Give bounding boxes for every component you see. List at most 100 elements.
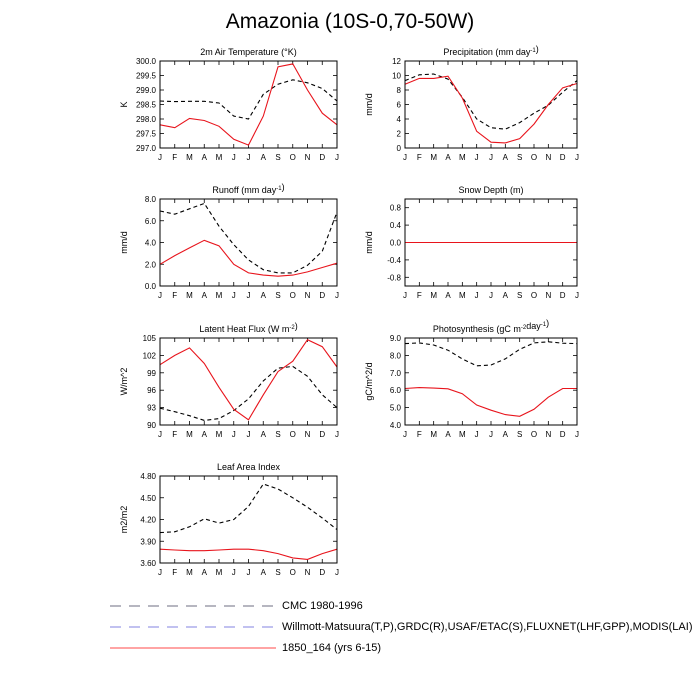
month-label: J [232, 153, 236, 162]
plot-frame [159, 337, 338, 426]
y-axis-label: mm/d [364, 231, 374, 254]
y-tick-label: 300.0 [136, 57, 157, 66]
panel-photosynthesis: Photosynthesis (gC m-2day-1) gC/m^2/d 4.0 5… [364, 318, 579, 439]
month-label: F [172, 291, 177, 300]
y-tick-label: 3.60 [140, 559, 156, 568]
month-label: A [503, 430, 509, 439]
panel-snow-depth: Snow Depth (m)mm/d-0.8-0.40.00.40.8J F M A M… [364, 185, 579, 300]
series-line-model [159, 339, 338, 421]
month-label: F [172, 153, 177, 162]
panel-title: Latent Heat Flux (W m-2) [199, 321, 297, 334]
month-label: M [216, 430, 223, 439]
y-axis-label: gC/m^2/d [364, 362, 374, 400]
plot-frame [404, 198, 578, 287]
y-tick-label: 7.0 [390, 369, 402, 378]
y-tick-label: 0.0 [145, 282, 157, 291]
month-label: J [403, 291, 407, 300]
month-label: J [403, 153, 407, 162]
month-label: S [517, 291, 522, 300]
month-label: N [305, 568, 311, 577]
y-tick-label: 99 [147, 369, 156, 378]
y-tick-label: 0 [397, 144, 402, 153]
y-tick-label: -0.8 [387, 273, 401, 282]
legend-item-obs: Willmott-Matsuura(T,P),GRDC(R),USAF/ETAC… [110, 619, 693, 640]
y-tick-label: 4.50 [140, 494, 156, 503]
series-line-observed [159, 202, 338, 274]
y-tick-label: 10 [392, 72, 401, 81]
page-title: Amazonia (10S-0,70-50W) [225, 10, 475, 33]
y-tick-label: 0.0 [390, 239, 402, 248]
y-tick-label: 9.0 [390, 334, 402, 343]
y-tick-label: 6 [397, 101, 402, 110]
month-label: J [335, 153, 339, 162]
legend-item-model: 1850_164 (yrs 6-15) [110, 640, 690, 661]
month-label: D [560, 430, 566, 439]
month-label: F [417, 430, 422, 439]
y-tick-label: 6.0 [145, 217, 157, 226]
month-label: A [445, 153, 451, 162]
month-label: M [430, 153, 437, 162]
month-label: J [403, 430, 407, 439]
plot-frame [404, 60, 578, 149]
series-line-observed [159, 79, 338, 120]
month-label: M [430, 291, 437, 300]
y-tick-label: -0.4 [387, 256, 401, 265]
panel-title: 2m Air Temperature (°K) [200, 47, 296, 57]
month-label: J [475, 153, 479, 162]
panel-air-temperature: 2m Air Temperature (°K) K 297.0 297.5 298.0 2… [119, 47, 339, 162]
plot-frame [159, 198, 338, 287]
y-tick-label: 297.0 [136, 144, 157, 153]
plot-frame [159, 60, 338, 149]
month-label: J [489, 430, 493, 439]
panel-title: Photosynthesis (gC m-2day-1) [433, 318, 549, 334]
month-label: M [186, 430, 193, 439]
month-label: J [575, 153, 579, 162]
y-tick-label: 299.5 [136, 72, 157, 81]
month-label: A [202, 291, 208, 300]
month-label: J [335, 430, 339, 439]
y-tick-label: 93 [147, 404, 156, 413]
month-label: J [475, 291, 479, 300]
month-label: D [319, 291, 325, 300]
month-label: M [459, 430, 466, 439]
month-label: M [459, 291, 466, 300]
y-tick-label: 297.5 [136, 130, 157, 139]
y-tick-label: 4 [397, 115, 402, 124]
series-line-model [159, 239, 338, 277]
series-line-model [404, 387, 577, 417]
panel-title: Snow Depth (m) [458, 185, 523, 195]
y-tick-label: 4.20 [140, 516, 156, 525]
month-label: J [575, 291, 579, 300]
y-tick-label: 4.0 [145, 239, 157, 248]
series-line-model [159, 63, 338, 146]
month-label: J [247, 430, 251, 439]
month-label: S [275, 430, 280, 439]
series-line-model [159, 548, 338, 560]
month-label: J [247, 291, 251, 300]
month-label: S [517, 430, 522, 439]
month-label: F [172, 568, 177, 577]
legend-label-model: 1850_164 (yrs 6-15) [282, 642, 382, 654]
month-label: A [202, 568, 208, 577]
month-label: M [430, 430, 437, 439]
y-tick-label: 2 [397, 130, 402, 139]
month-label: J [158, 291, 162, 300]
month-label: N [545, 291, 551, 300]
panel-title: Precipitation (mm day-1) [443, 44, 538, 57]
month-label: A [503, 153, 509, 162]
y-tick-label: 90 [147, 421, 156, 430]
y-axis-label: K [119, 101, 129, 107]
series-line-model [404, 75, 578, 144]
y-tick-label: 8.0 [390, 351, 402, 360]
month-label: J [232, 568, 236, 577]
series-line-observed [159, 365, 338, 421]
legend-label-cmc: CMC 1980-1996 [282, 600, 363, 612]
y-axis-label: W/m^2 [119, 368, 129, 396]
y-tick-label: 298.0 [136, 115, 157, 124]
month-label: A [261, 568, 267, 577]
month-label: J [247, 153, 251, 162]
month-label: A [261, 430, 267, 439]
y-tick-label: 2.0 [145, 260, 157, 269]
